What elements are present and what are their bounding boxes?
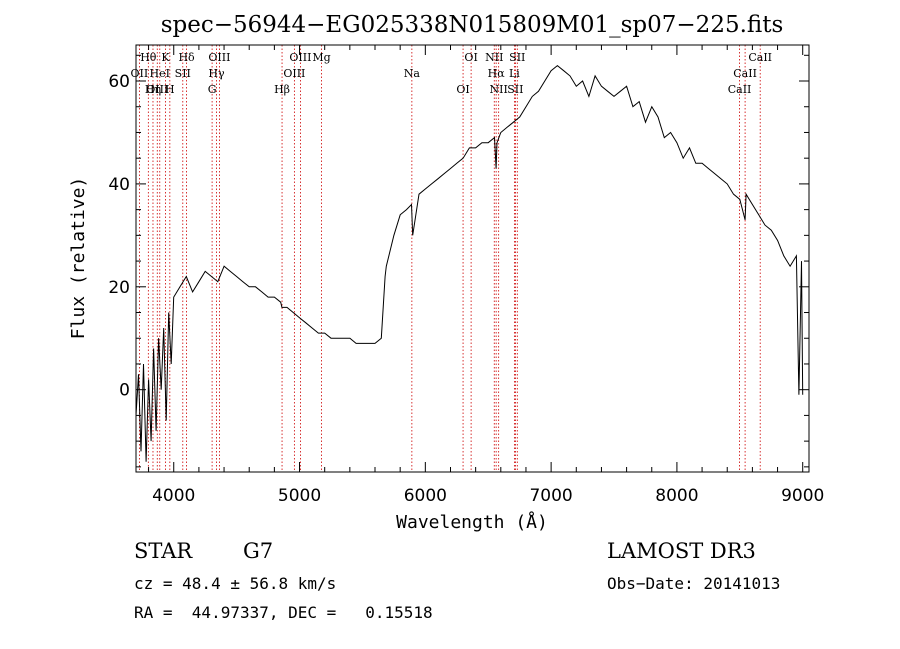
line-label: H	[165, 83, 175, 96]
line-label: Hδ	[178, 51, 195, 64]
observation-date: Obs−Date: 20141013	[607, 574, 781, 593]
line-label: NII	[490, 83, 508, 96]
line-label: OIII	[208, 51, 230, 64]
object-class: STAR	[134, 539, 193, 563]
line-label: Hη	[145, 83, 161, 96]
plot-frame	[135, 44, 810, 473]
line-label: OIII	[146, 83, 168, 96]
line-label: Li	[509, 67, 520, 80]
x-axis-ticks: 4000 5000 6000 7000 8000 9000	[148, 45, 824, 506]
x-tick-label: 7000	[529, 486, 572, 506]
line-label: Hθ	[140, 51, 157, 64]
line-label: OI	[456, 83, 469, 96]
line-label: SII	[507, 83, 523, 96]
line-label: Hα	[488, 67, 506, 80]
line-label: NII	[485, 51, 503, 64]
line-label: OIII	[289, 51, 311, 64]
line-label: SII	[509, 51, 525, 64]
object-subclass: G7	[243, 539, 274, 563]
line-label: SII	[175, 67, 191, 80]
y-axis-label: Flux (relative)	[68, 177, 89, 340]
x-tick-label: 5000	[278, 486, 321, 506]
line-label: CaII	[733, 67, 757, 80]
line-label: Na	[404, 67, 421, 80]
chart-title: spec−56944−EG025338N015809M01_sp07−225.f…	[161, 12, 784, 38]
line-label: Hβ	[274, 83, 290, 96]
x-axis-label: Wavelength (Å)	[396, 511, 548, 533]
emission-line-markers	[138, 45, 761, 472]
line-label: K	[161, 51, 170, 64]
spectrum-line	[135, 64, 804, 462]
line-label: Hγ	[208, 67, 225, 80]
line-label: Mg	[312, 51, 330, 64]
line-label: OII	[131, 67, 149, 80]
x-tick-label: 8000	[655, 486, 698, 506]
line-label: G	[208, 83, 217, 96]
survey-name: LAMOST DR3	[607, 539, 756, 563]
line-label: HeI	[150, 67, 170, 80]
y-tick-label: 40	[108, 175, 130, 195]
emission-line-labels: HθOIIOIIIKHeIHηHδSIIHOIIIHγGOIIIOIIIHβMg…	[131, 51, 772, 96]
y-tick-label: 60	[108, 72, 130, 92]
line-label: OI	[464, 51, 477, 64]
x-tick-label: 4000	[152, 486, 195, 506]
line-label: CaII	[728, 83, 752, 96]
y-axis-ticks: 0 20 40 60	[108, 54, 809, 468]
y-tick-label: 20	[108, 278, 130, 298]
line-label: OIII	[283, 67, 305, 80]
x-tick-label: 6000	[404, 486, 447, 506]
x-tick-label: 9000	[781, 486, 824, 506]
ra-dec-coordinates: RA = 44.97337, DEC = 0.15518	[134, 603, 433, 622]
y-tick-label: 0	[119, 381, 130, 401]
line-label: CaII	[748, 51, 772, 64]
redshift-cz: cz = 48.4 ± 56.8 km/s	[134, 574, 337, 593]
